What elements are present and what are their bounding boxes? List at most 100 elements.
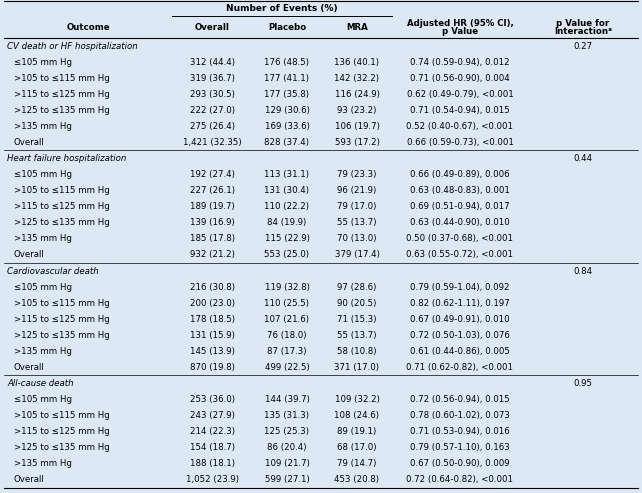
Text: 275 (26.4): 275 (26.4) [189, 122, 234, 131]
Text: 227 (26.1): 227 (26.1) [189, 186, 234, 195]
Text: 0.82 (0.62-1.11), 0.197: 0.82 (0.62-1.11), 0.197 [410, 299, 510, 308]
Text: 0.61 (0.44-0.86), 0.005: 0.61 (0.44-0.86), 0.005 [410, 347, 510, 356]
Text: >105 to ≤115 mm Hg: >105 to ≤115 mm Hg [14, 186, 110, 195]
Text: 0.52 (0.40-0.67), <0.001: 0.52 (0.40-0.67), <0.001 [406, 122, 514, 131]
Text: 1,052 (23.9): 1,052 (23.9) [186, 475, 238, 485]
Text: ≤105 mm Hg: ≤105 mm Hg [14, 282, 72, 291]
Text: Heart failure hospitalization: Heart failure hospitalization [7, 154, 126, 163]
Text: 828 (37.4): 828 (37.4) [265, 138, 309, 147]
Text: 89 (19.1): 89 (19.1) [338, 427, 377, 436]
Text: 0.27: 0.27 [573, 41, 593, 51]
Text: 68 (17.0): 68 (17.0) [337, 443, 377, 452]
Text: Overall: Overall [14, 475, 45, 485]
Text: 131 (30.4): 131 (30.4) [265, 186, 309, 195]
Text: 96 (21.9): 96 (21.9) [338, 186, 377, 195]
Text: ≤105 mm Hg: ≤105 mm Hg [14, 170, 72, 179]
Text: 0.79 (0.57-1.10), 0.163: 0.79 (0.57-1.10), 0.163 [410, 443, 510, 452]
Text: 97 (28.6): 97 (28.6) [337, 282, 377, 291]
Text: Overall: Overall [195, 24, 229, 33]
Text: 79 (17.0): 79 (17.0) [337, 202, 377, 211]
Text: 116 (24.9): 116 (24.9) [334, 90, 379, 99]
Text: 0.71 (0.62-0.82), <0.001: 0.71 (0.62-0.82), <0.001 [406, 363, 514, 372]
Text: 293 (30.5): 293 (30.5) [189, 90, 234, 99]
Text: 109 (21.7): 109 (21.7) [265, 459, 309, 468]
Text: 109 (32.2): 109 (32.2) [334, 395, 379, 404]
Text: 192 (27.4): 192 (27.4) [189, 170, 234, 179]
Text: 379 (17.4): 379 (17.4) [334, 250, 379, 259]
Text: 593 (17.2): 593 (17.2) [334, 138, 379, 147]
Text: 177 (35.8): 177 (35.8) [265, 90, 309, 99]
Text: 110 (22.2): 110 (22.2) [265, 202, 309, 211]
Text: 136 (40.1): 136 (40.1) [334, 58, 379, 67]
Text: >125 to ≤135 mm Hg: >125 to ≤135 mm Hg [14, 106, 110, 115]
Text: >115 to ≤125 mm Hg: >115 to ≤125 mm Hg [14, 90, 110, 99]
Text: 0.66 (0.59-0.73), <0.001: 0.66 (0.59-0.73), <0.001 [406, 138, 514, 147]
Text: 135 (31.3): 135 (31.3) [265, 411, 309, 420]
Text: 79 (23.3): 79 (23.3) [337, 170, 377, 179]
Text: >135 mm Hg: >135 mm Hg [14, 347, 72, 356]
Text: 129 (30.6): 129 (30.6) [265, 106, 309, 115]
Text: 553 (25.0): 553 (25.0) [265, 250, 309, 259]
Text: 0.95: 0.95 [573, 379, 593, 388]
Text: 499 (22.5): 499 (22.5) [265, 363, 309, 372]
Text: >115 to ≤125 mm Hg: >115 to ≤125 mm Hg [14, 315, 110, 324]
Text: 86 (20.4): 86 (20.4) [267, 443, 307, 452]
Text: 84 (19.9): 84 (19.9) [267, 218, 307, 227]
Text: 125 (25.3): 125 (25.3) [265, 427, 309, 436]
Text: 110 (25.5): 110 (25.5) [265, 299, 309, 308]
Text: Cardiovascular death: Cardiovascular death [7, 267, 99, 276]
Text: 453 (20.8): 453 (20.8) [334, 475, 379, 485]
Text: 599 (27.1): 599 (27.1) [265, 475, 309, 485]
Text: ≤105 mm Hg: ≤105 mm Hg [14, 395, 72, 404]
Text: 0.63 (0.55-0.72), <0.001: 0.63 (0.55-0.72), <0.001 [406, 250, 514, 259]
Text: 169 (33.6): 169 (33.6) [265, 122, 309, 131]
Text: 107 (21.6): 107 (21.6) [265, 315, 309, 324]
Text: 55 (13.7): 55 (13.7) [337, 331, 377, 340]
Text: MRA: MRA [346, 24, 368, 33]
Text: p Value: p Value [442, 28, 478, 36]
Text: 115 (22.9): 115 (22.9) [265, 234, 309, 244]
Text: 113 (31.1): 113 (31.1) [265, 170, 309, 179]
Text: 0.50 (0.37-0.68), <0.001: 0.50 (0.37-0.68), <0.001 [406, 234, 514, 244]
Text: >105 to ≤115 mm Hg: >105 to ≤115 mm Hg [14, 411, 110, 420]
Text: 200 (23.0): 200 (23.0) [189, 299, 234, 308]
Text: 145 (13.9): 145 (13.9) [189, 347, 234, 356]
Text: 0.74 (0.59-0.94), 0.012: 0.74 (0.59-0.94), 0.012 [410, 58, 510, 67]
Text: Interactionᵃ: Interactionᵃ [554, 28, 612, 36]
Text: Adjusted HR (95% CI),: Adjusted HR (95% CI), [406, 20, 514, 29]
Text: 319 (36.7): 319 (36.7) [189, 73, 234, 83]
Text: ≤105 mm Hg: ≤105 mm Hg [14, 58, 72, 67]
Text: 932 (21.2): 932 (21.2) [189, 250, 234, 259]
Text: >105 to ≤115 mm Hg: >105 to ≤115 mm Hg [14, 299, 110, 308]
Text: 0.62 (0.49-0.79), <0.001: 0.62 (0.49-0.79), <0.001 [406, 90, 514, 99]
Text: 0.72 (0.56-0.94), 0.015: 0.72 (0.56-0.94), 0.015 [410, 395, 510, 404]
Text: 188 (18.1): 188 (18.1) [189, 459, 234, 468]
Text: Overall: Overall [14, 250, 45, 259]
Text: 0.67 (0.50-0.90), 0.009: 0.67 (0.50-0.90), 0.009 [410, 459, 510, 468]
Text: Outcome: Outcome [66, 24, 110, 33]
Text: 371 (17.0): 371 (17.0) [334, 363, 379, 372]
Text: 71 (15.3): 71 (15.3) [337, 315, 377, 324]
Text: 55 (13.7): 55 (13.7) [337, 218, 377, 227]
Text: >115 to ≤125 mm Hg: >115 to ≤125 mm Hg [14, 202, 110, 211]
Text: All-cause death: All-cause death [7, 379, 74, 388]
Text: Number of Events (%): Number of Events (%) [226, 4, 338, 13]
Text: 76 (18.0): 76 (18.0) [267, 331, 307, 340]
Text: 119 (32.8): 119 (32.8) [265, 282, 309, 291]
Text: >125 to ≤135 mm Hg: >125 to ≤135 mm Hg [14, 443, 110, 452]
Text: >135 mm Hg: >135 mm Hg [14, 459, 72, 468]
Text: 154 (18.7): 154 (18.7) [189, 443, 234, 452]
Text: 177 (41.1): 177 (41.1) [265, 73, 309, 83]
Text: Overall: Overall [14, 363, 45, 372]
Text: 0.78 (0.60-1.02), 0.073: 0.78 (0.60-1.02), 0.073 [410, 411, 510, 420]
Text: 176 (48.5): 176 (48.5) [265, 58, 309, 67]
Text: 185 (17.8): 185 (17.8) [189, 234, 234, 244]
Text: 87 (17.3): 87 (17.3) [267, 347, 307, 356]
Text: 312 (44.4): 312 (44.4) [189, 58, 234, 67]
Text: 79 (14.7): 79 (14.7) [337, 459, 377, 468]
Text: Overall: Overall [14, 138, 45, 147]
Text: 178 (18.5): 178 (18.5) [189, 315, 234, 324]
Text: 0.71 (0.53-0.94), 0.016: 0.71 (0.53-0.94), 0.016 [410, 427, 510, 436]
Text: 106 (19.7): 106 (19.7) [334, 122, 379, 131]
Text: 253 (36.0): 253 (36.0) [189, 395, 234, 404]
